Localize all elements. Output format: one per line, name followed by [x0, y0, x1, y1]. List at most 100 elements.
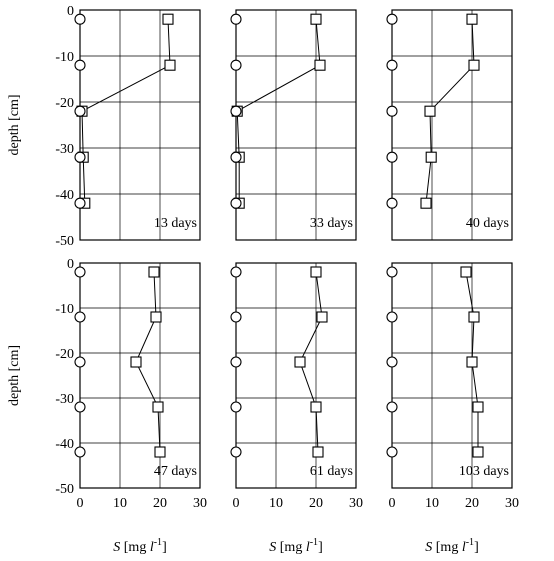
data-point-square	[425, 106, 435, 116]
data-point-circle	[75, 14, 85, 24]
data-point-square	[165, 60, 175, 70]
data-point-square	[131, 357, 141, 367]
data-point-square	[155, 447, 165, 457]
plot-frame	[80, 10, 200, 240]
panel-1: 0 -10 -20 -30 -40 -50 depth [cm] 13 days	[7, 4, 200, 249]
y-tick-label: -20	[55, 96, 74, 111]
data-point-circle	[75, 106, 85, 116]
x-tick-label: 30	[505, 496, 519, 511]
data-point-circle	[231, 152, 241, 162]
y-tick-label: -30	[55, 392, 74, 407]
data-point-square	[469, 312, 479, 322]
data-point-circle	[75, 447, 85, 457]
data-point-circle	[75, 312, 85, 322]
x-tick-label: 10	[269, 496, 283, 511]
data-point-square	[315, 60, 325, 70]
y-tick-label: -50	[55, 234, 74, 249]
data-point-circle	[75, 267, 85, 277]
x-tick-label: 20	[465, 496, 479, 511]
plot-frame	[392, 263, 512, 488]
data-point-circle	[387, 357, 397, 367]
data-point-circle	[75, 402, 85, 412]
x-tick-label: 0	[389, 496, 396, 511]
x-tick-label: 30	[349, 496, 363, 511]
y-tick-label: -40	[55, 188, 74, 203]
data-point-circle	[231, 447, 241, 457]
y-tick-label: -50	[55, 482, 74, 497]
panel-6: 0 10 20 30 S [mg l-1] 103 days	[387, 263, 519, 555]
data-point-circle	[75, 60, 85, 70]
data-point-square	[426, 152, 436, 162]
data-point-square	[153, 402, 163, 412]
panel-2: 33 days	[231, 10, 356, 240]
panel-5: 0 10 20 30 S [mg l-1] 61 days	[231, 263, 363, 555]
data-point-square	[469, 60, 479, 70]
data-point-circle	[75, 198, 85, 208]
x-axis-title: S [mg l-1]	[425, 537, 478, 555]
x-tick-label: 10	[113, 496, 127, 511]
x-tick-label: 20	[153, 496, 167, 511]
data-point-circle	[231, 198, 241, 208]
data-point-square	[313, 447, 323, 457]
data-point-circle	[387, 447, 397, 457]
data-point-circle	[231, 402, 241, 412]
data-point-square	[311, 267, 321, 277]
data-point-circle	[231, 60, 241, 70]
data-point-circle	[231, 312, 241, 322]
panel-day-label: 61 days	[310, 464, 353, 479]
y-tick-label: -10	[55, 50, 74, 65]
data-point-circle	[231, 267, 241, 277]
y-tick-label: -20	[55, 347, 74, 362]
data-point-circle	[387, 152, 397, 162]
x-tick-label: 20	[309, 496, 323, 511]
x-tick-label: 0	[233, 496, 240, 511]
data-point-circle	[387, 267, 397, 277]
panel-day-label: 47 days	[154, 464, 197, 479]
data-point-circle	[387, 60, 397, 70]
data-point-square	[467, 357, 477, 367]
panel-4: 0 -10 -20 -30 -40 -50 depth [cm] 0 10 20 30 S [mg l…	[7, 257, 207, 555]
x-tick-label: 0	[77, 496, 84, 511]
panel-day-label: 103 days	[459, 464, 509, 479]
y-tick-label: -40	[55, 437, 74, 452]
x-axis-title: S [mg l-1]	[269, 537, 322, 555]
panel-day-label: 40 days	[466, 216, 509, 231]
data-point-circle	[231, 357, 241, 367]
panel-day-label: 13 days	[154, 216, 197, 231]
plot-frame	[236, 10, 356, 240]
plot-frame	[392, 10, 512, 240]
data-point-circle	[387, 14, 397, 24]
x-tick-label: 30	[193, 496, 207, 511]
x-axis-title: S [mg l-1]	[113, 537, 166, 555]
y-tick-label: -30	[55, 142, 74, 157]
data-point-square	[461, 267, 471, 277]
data-point-circle	[75, 357, 85, 367]
data-point-square	[317, 312, 327, 322]
data-point-square	[473, 447, 483, 457]
x-tick-label: 10	[425, 496, 439, 511]
data-point-square	[421, 198, 431, 208]
y-tick-label: 0	[67, 257, 74, 272]
data-point-circle	[231, 106, 241, 116]
y-tick-label: -10	[55, 302, 74, 317]
y-axis-title: depth [cm]	[7, 94, 22, 155]
y-tick-label: 0	[67, 4, 74, 19]
data-point-circle	[387, 402, 397, 412]
data-point-square	[311, 14, 321, 24]
data-point-circle	[387, 198, 397, 208]
panel-3: 40 days	[387, 10, 512, 240]
panel-day-label: 33 days	[310, 216, 353, 231]
data-point-circle	[387, 106, 397, 116]
data-point-square	[295, 357, 305, 367]
plot-frame	[236, 263, 356, 488]
y-axis-title: depth [cm]	[7, 345, 22, 406]
plot-frame	[80, 263, 200, 488]
series-line	[237, 19, 320, 203]
data-point-circle	[387, 312, 397, 322]
data-point-square	[473, 402, 483, 412]
data-point-square	[163, 14, 173, 24]
data-point-square	[311, 402, 321, 412]
data-point-square	[467, 14, 477, 24]
data-point-square	[149, 267, 159, 277]
